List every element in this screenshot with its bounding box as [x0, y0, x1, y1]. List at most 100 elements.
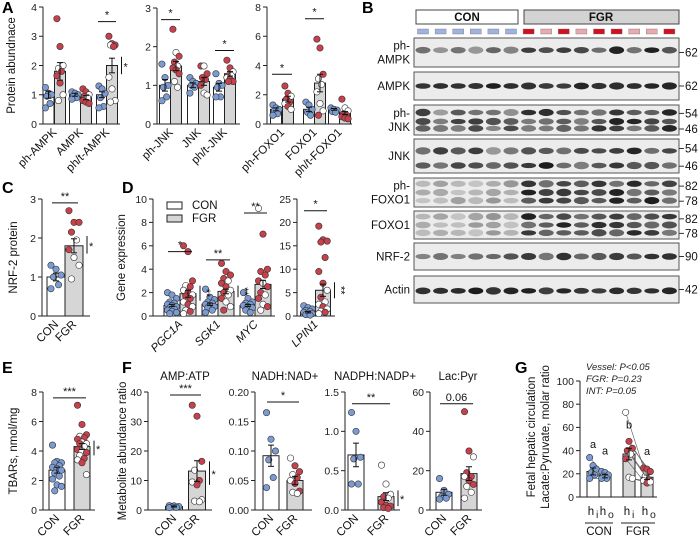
band [433, 47, 449, 54]
band [661, 118, 677, 125]
band [661, 46, 677, 54]
significance-label: ** [200, 289, 212, 298]
data-point [267, 435, 275, 443]
significance-label: ** [214, 248, 223, 260]
band [503, 213, 519, 220]
data-point [263, 303, 271, 311]
band [485, 47, 501, 54]
y-tick-label: 20 [412, 465, 424, 477]
y-tick-label: 10 [279, 264, 291, 276]
band [591, 148, 607, 154]
band [450, 287, 466, 294]
data-point [628, 474, 636, 482]
data-point [622, 455, 630, 463]
data-point [41, 83, 49, 91]
band [450, 180, 466, 187]
band [556, 118, 572, 125]
band [521, 82, 537, 90]
data-point [625, 437, 633, 445]
lane-marker [575, 28, 588, 35]
data-point [163, 93, 171, 101]
data-point [321, 254, 329, 262]
band [485, 109, 501, 116]
band [450, 222, 466, 228]
x-tick-label: h [600, 506, 606, 518]
blot-row-label: Actin [384, 285, 410, 297]
data-point [191, 466, 199, 474]
y-tick-label: 25 [279, 194, 291, 206]
mw-marker: 46 [685, 161, 698, 173]
y-axis-label: Metabolite abundance ratio [117, 382, 129, 521]
data-point [586, 474, 594, 482]
x-tick-subscript: i [632, 509, 634, 521]
band [468, 197, 484, 205]
x-tick-label: FGR [448, 513, 474, 538]
band [626, 230, 642, 236]
legend-swatch [166, 214, 183, 223]
data-point [110, 42, 118, 50]
band [609, 125, 625, 132]
lane-marker [417, 28, 429, 35]
mw-marker: 62 [685, 81, 698, 93]
significance-label: ** [335, 286, 347, 295]
band [538, 125, 554, 132]
band [661, 82, 677, 90]
band [468, 118, 484, 125]
band [591, 221, 607, 229]
band [573, 230, 589, 236]
band [521, 162, 537, 169]
chart-title: NADPH:NADP+ [334, 371, 416, 383]
data-point [442, 494, 450, 502]
blot-row-label: JNK [388, 151, 410, 163]
band [485, 117, 501, 126]
data-point [82, 448, 90, 456]
panel-letter-f: F [122, 360, 132, 377]
band [468, 180, 484, 188]
data-point [170, 77, 178, 85]
band [433, 118, 449, 125]
x-tick-label: CON [423, 513, 450, 538]
band [609, 162, 625, 169]
band [626, 213, 642, 220]
band [450, 83, 466, 89]
data-point [166, 310, 174, 318]
data-point [70, 254, 78, 262]
panel-letter-e: E [2, 360, 13, 377]
data-point [307, 111, 315, 119]
data-point [378, 461, 386, 469]
lane-marker [593, 28, 605, 35]
band [415, 125, 431, 132]
data-point [314, 75, 322, 83]
band [556, 83, 572, 89]
mw-marker: 54 [685, 144, 698, 156]
data-point [226, 271, 234, 279]
data-point [200, 62, 208, 70]
data-point [75, 218, 83, 226]
y-tick-label: 4 [31, 2, 37, 14]
band [556, 230, 572, 236]
data-point [55, 281, 63, 289]
band [415, 162, 431, 169]
y-tick-label: 4 [141, 264, 147, 276]
band [521, 118, 537, 125]
lane-marker [663, 28, 676, 35]
band [538, 252, 554, 261]
band [661, 125, 677, 132]
band [626, 47, 642, 54]
band [591, 180, 607, 188]
band [609, 82, 625, 90]
band [573, 222, 589, 228]
lane-marker [487, 28, 500, 35]
data-point [165, 504, 173, 512]
blot-row-label: FOXO1 [371, 195, 410, 207]
band [626, 287, 642, 295]
band [609, 287, 625, 295]
data-point [85, 100, 93, 108]
group-label: FGR [626, 526, 650, 538]
chart-f4: 0 20 40 60 Lac:Pyr CON FGR 0.06 [412, 371, 482, 538]
data-point [315, 268, 323, 276]
band [433, 124, 449, 132]
band [538, 118, 554, 125]
